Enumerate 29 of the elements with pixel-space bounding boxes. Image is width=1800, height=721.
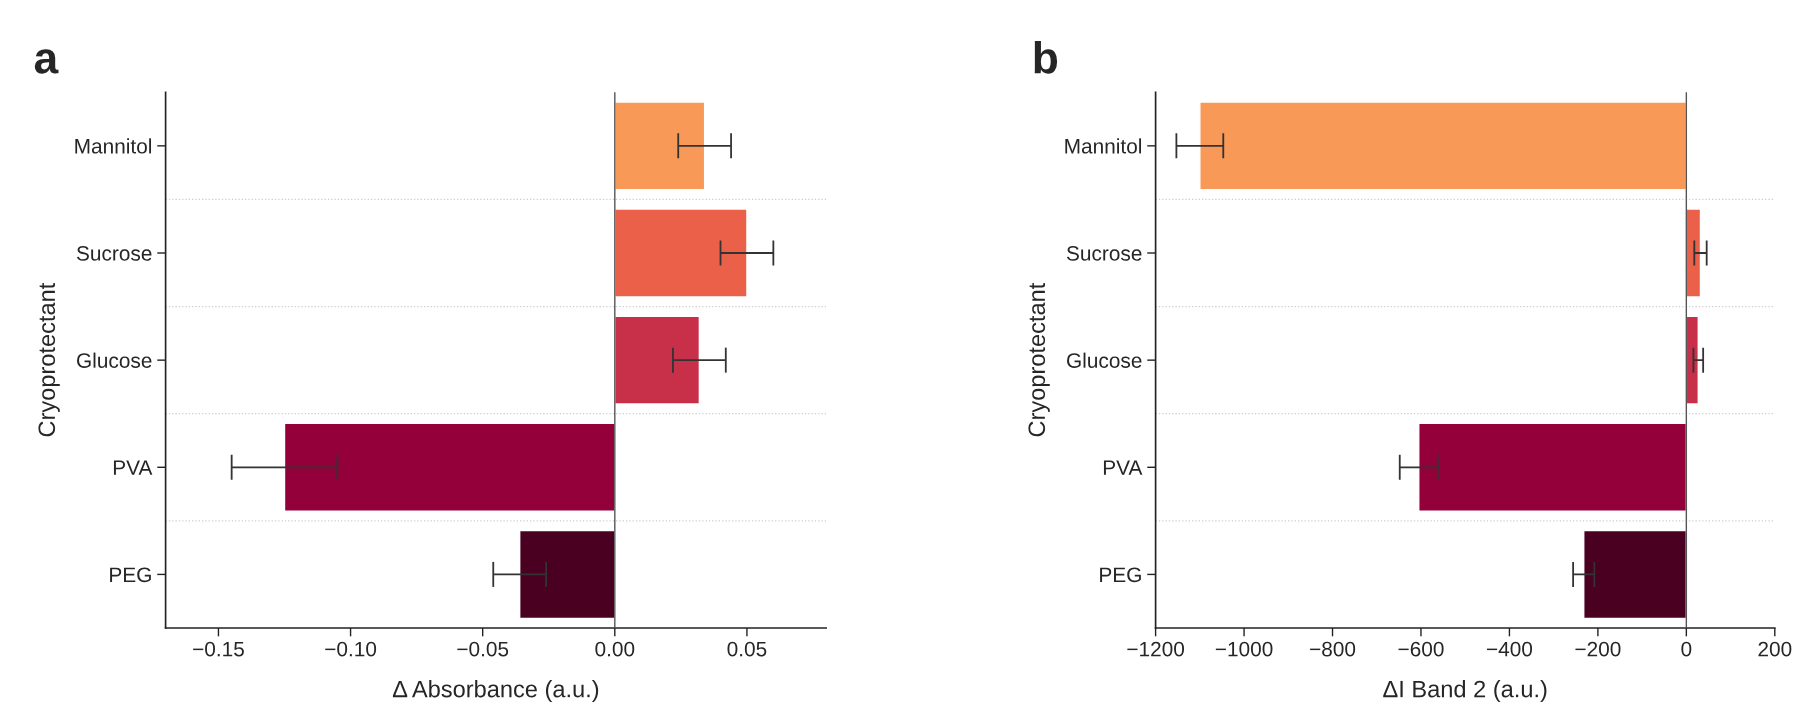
x-tick-label: −0.10: [325, 641, 377, 657]
y-tick-label: Sucrose: [76, 246, 152, 261]
x-axis-title: ΔI Band 2 (a.u.): [1383, 680, 1547, 703]
x-tick-label: 0: [1681, 641, 1692, 657]
y-tick-label: PVA: [1103, 460, 1143, 475]
y-tick-label: Glucose: [77, 352, 152, 368]
x-tick-label: 0.05: [727, 641, 767, 657]
x-tick-label: −600: [1398, 641, 1444, 657]
x-tick-label: −1200: [1127, 641, 1185, 657]
x-tick-label: −0.05: [457, 641, 509, 657]
x-tick-label: 200: [1758, 641, 1792, 657]
y-tick-label: Mannitol: [75, 138, 152, 154]
x-tick-label: −400: [1487, 641, 1533, 657]
x-tick-label: −0.15: [193, 641, 244, 657]
y-tick-label: PEG: [1100, 567, 1141, 583]
y-tick-label: PEG: [110, 567, 151, 583]
y-axis-title: Cryoprotectant: [38, 282, 60, 437]
y-tick-label: PVA: [113, 460, 153, 475]
x-tick-label: −200: [1575, 641, 1621, 657]
x-tick-label: −1000: [1215, 641, 1273, 657]
y-tick-label: Mannitol: [1065, 138, 1142, 154]
y-tick-label: Glucose: [1067, 352, 1142, 368]
x-tick-label: −800: [1310, 641, 1356, 657]
x-tick-label: 0.00: [595, 641, 635, 657]
y-axis-title: Cryoprotectant: [1028, 282, 1050, 437]
chart-title: b: [1034, 41, 1058, 74]
y-tick-label: Sucrose: [1066, 246, 1142, 261]
x-axis-title: Δ Absorbance (a.u.): [392, 680, 599, 703]
chart-title: a: [34, 49, 59, 74]
